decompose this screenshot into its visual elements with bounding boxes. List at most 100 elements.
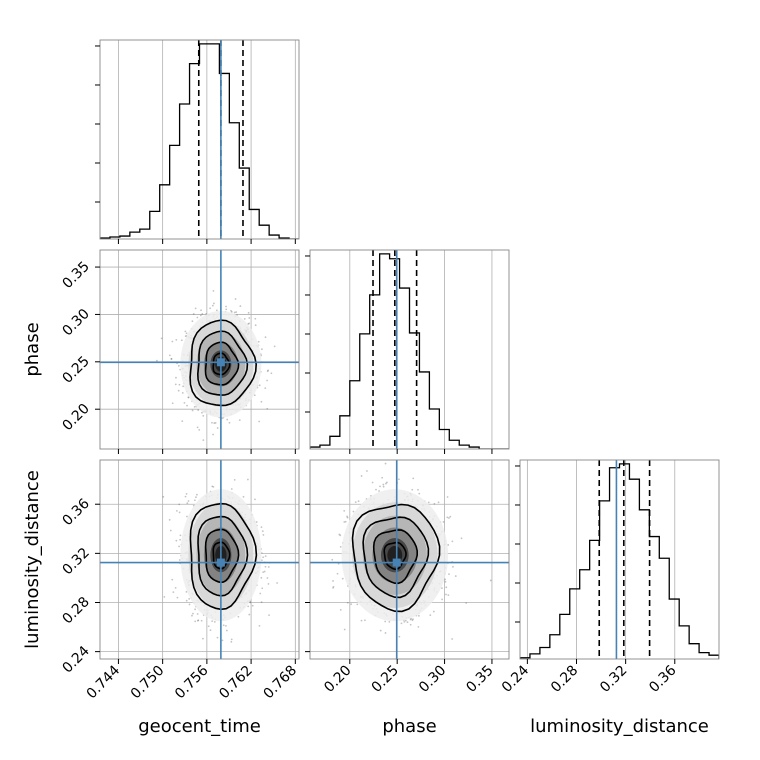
sample-point xyxy=(384,462,387,465)
sample-point xyxy=(262,556,265,559)
contour-line xyxy=(197,515,249,597)
sample-point xyxy=(264,555,267,558)
sample-point xyxy=(447,594,450,597)
sample-point xyxy=(196,613,199,615)
sample-point xyxy=(181,420,184,422)
sample-point xyxy=(264,565,267,568)
truth-marker xyxy=(216,358,225,367)
x-tick-label: 0.24 xyxy=(499,662,532,695)
sample-point xyxy=(266,370,269,373)
sample-point xyxy=(366,470,368,472)
sample-point xyxy=(451,540,454,543)
sample-point xyxy=(454,575,457,577)
sample-point xyxy=(336,572,339,575)
sample-point xyxy=(248,317,251,319)
contour-line xyxy=(351,503,441,613)
sample-point xyxy=(449,515,452,518)
truth-marker xyxy=(392,558,401,567)
sample-point xyxy=(188,603,191,606)
panel-frame xyxy=(309,249,510,450)
sample-point xyxy=(447,544,450,546)
sample-point xyxy=(192,612,194,615)
sample-point xyxy=(213,302,215,305)
sample-point xyxy=(211,485,214,488)
sample-point xyxy=(253,394,256,397)
sample-point xyxy=(179,534,182,537)
sample-point xyxy=(216,427,219,429)
sample-point xyxy=(346,516,349,519)
contour-line xyxy=(189,319,258,407)
sample-point xyxy=(200,619,203,622)
y-tick-label: 0.36 xyxy=(59,496,92,529)
sample-point xyxy=(233,478,236,481)
panel-phase-vs-phase xyxy=(305,249,510,454)
panel-body xyxy=(100,40,299,239)
sample-point xyxy=(211,620,214,623)
sample-point xyxy=(261,530,264,533)
sample-point xyxy=(254,498,256,501)
sample-point xyxy=(266,407,269,410)
sample-point xyxy=(185,492,188,495)
contour-line xyxy=(212,352,231,376)
sample-point xyxy=(187,500,190,502)
sample-point xyxy=(196,619,199,622)
sample-point xyxy=(357,500,360,503)
sample-point xyxy=(267,566,270,568)
sample-point xyxy=(171,340,174,343)
panel-geocent_time-vs-geocent_time xyxy=(95,39,300,244)
sample-point xyxy=(178,503,181,506)
sample-point xyxy=(343,521,346,523)
sample-point xyxy=(230,640,233,643)
panel-phase-vs-geocent_time: 0.20 0.25 0.30 0.35 xyxy=(59,249,300,454)
sample-point xyxy=(260,526,263,529)
sample-point xyxy=(254,317,257,320)
sample-point xyxy=(191,614,193,617)
y-tick-label: 0.30 xyxy=(59,306,92,339)
y-tick-label: 0.20 xyxy=(59,401,92,434)
sample-point xyxy=(248,613,251,616)
sample-point xyxy=(352,510,355,513)
sample-point xyxy=(360,619,363,622)
contour-line xyxy=(383,541,407,571)
sample-point xyxy=(155,359,158,362)
sample-point xyxy=(172,591,175,594)
sample-point xyxy=(182,385,185,388)
sample-point xyxy=(195,496,197,499)
sample-point xyxy=(235,311,238,313)
sample-point xyxy=(332,585,335,588)
sample-point xyxy=(371,481,374,484)
sample-point xyxy=(199,314,202,317)
sample-point xyxy=(339,545,342,548)
sample-point xyxy=(465,602,468,604)
panel-body xyxy=(310,250,509,449)
xlabel-luminosity_distance: luminosity_distance xyxy=(530,716,709,737)
panel-frame xyxy=(99,249,300,450)
sample-point xyxy=(441,598,443,601)
contour-line xyxy=(196,330,249,396)
sample-point xyxy=(448,517,450,519)
sample-point xyxy=(183,401,186,404)
sample-point xyxy=(388,620,391,623)
sample-point xyxy=(267,369,270,372)
x-tick-label: 0.762 xyxy=(216,663,256,703)
sample-point xyxy=(417,614,420,617)
sample-point xyxy=(412,618,414,621)
sample-point xyxy=(185,332,188,335)
sample-point xyxy=(194,620,197,623)
sample-point xyxy=(259,592,262,595)
panel-frame xyxy=(99,459,300,660)
truth-marker xyxy=(216,558,225,567)
sample-point xyxy=(411,488,414,491)
sample-point xyxy=(247,605,250,608)
sample-point xyxy=(251,604,254,607)
sample-point xyxy=(230,488,233,490)
sample-point xyxy=(384,632,387,634)
sample-point xyxy=(196,493,198,496)
sample-point xyxy=(260,348,263,351)
sample-point xyxy=(184,495,187,498)
sample-point xyxy=(339,534,342,537)
x-tick-label: 0.36 xyxy=(646,662,679,695)
contour-line xyxy=(204,341,240,386)
sample-point xyxy=(186,404,188,407)
